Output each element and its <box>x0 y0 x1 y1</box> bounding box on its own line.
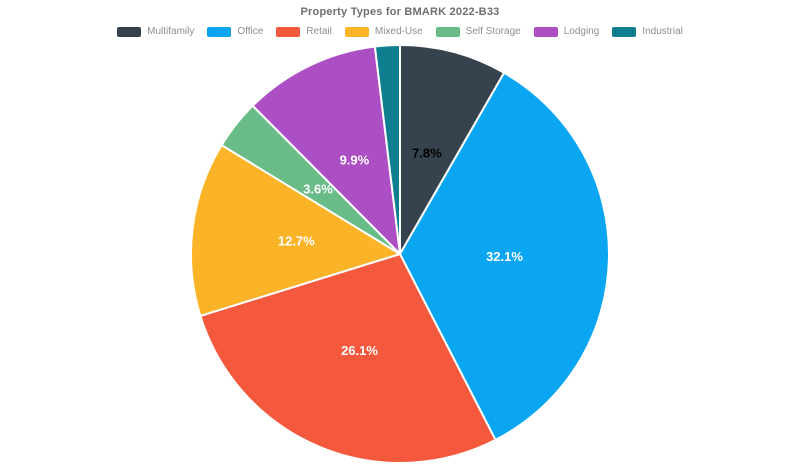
pie-slice-lodging[interactable] <box>251 45 401 255</box>
chart-title: Property Types for BMARK 2022-B33 <box>300 6 500 18</box>
pie-slice-industrial[interactable] <box>373 44 401 255</box>
legend-label: Lodging <box>563 26 600 37</box>
pie-slice-office[interactable] <box>399 71 610 441</box>
pie-slice-retail[interactable] <box>199 253 497 464</box>
legend-swatch-icon <box>207 26 232 37</box>
legend-label: Self Storage <box>465 26 521 37</box>
legend-item-industrial[interactable]: Industrial <box>612 26 683 37</box>
legend-swatch-icon <box>533 26 558 37</box>
legend-label: Multifamily <box>147 26 195 37</box>
legend-item-multifamily[interactable]: Multifamily <box>117 26 194 37</box>
legend-item-lodging[interactable]: Lodging <box>533 26 600 37</box>
legend: Multifamily Office Retail Mixed-Use Self Sto… <box>0 26 800 37</box>
legend-label: Mixed-Use <box>374 26 423 37</box>
legend-label: Retail <box>306 26 332 37</box>
legend-item-mixed-use[interactable]: Mixed-Use <box>344 26 423 37</box>
legend-swatch-icon <box>117 26 142 37</box>
legend-swatch-icon <box>276 26 301 37</box>
legend-swatch-icon <box>612 26 637 37</box>
legend-swatch-icon <box>344 26 369 37</box>
legend-swatch-icon <box>435 26 460 37</box>
legend-label: Office <box>237 26 264 37</box>
pie-slice-mixed-use[interactable] <box>190 144 401 317</box>
legend-item-office[interactable]: Office <box>207 26 263 37</box>
legend-label: Industrial <box>642 26 683 37</box>
legend-item-self-storage[interactable]: Self Storage <box>435 26 521 37</box>
legend-item-retail[interactable]: Retail <box>276 26 332 37</box>
pie-slice-multifamily[interactable] <box>399 44 506 255</box>
